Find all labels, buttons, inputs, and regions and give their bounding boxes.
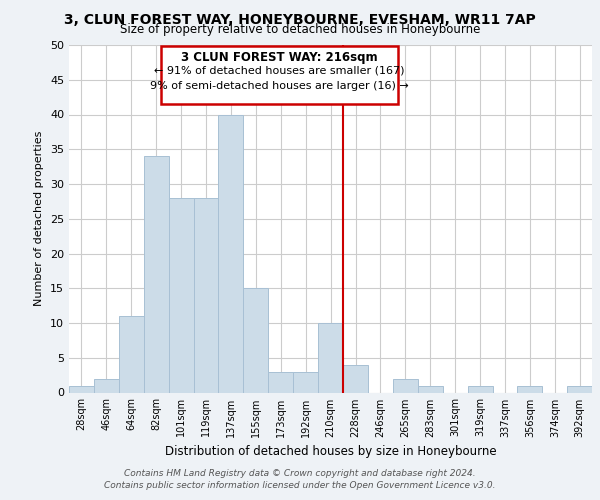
Bar <box>94 378 119 392</box>
Y-axis label: Number of detached properties: Number of detached properties <box>34 131 44 306</box>
FancyBboxPatch shape <box>161 46 398 104</box>
Text: 9% of semi-detached houses are larger (16) →: 9% of semi-detached houses are larger (1… <box>150 81 409 91</box>
Bar <box>418 386 443 392</box>
Bar <box>517 386 542 392</box>
Text: ← 91% of detached houses are smaller (167): ← 91% of detached houses are smaller (16… <box>154 66 405 76</box>
Bar <box>268 372 293 392</box>
Bar <box>169 198 194 392</box>
Bar <box>293 372 318 392</box>
Text: Contains public sector information licensed under the Open Government Licence v3: Contains public sector information licen… <box>104 481 496 490</box>
Text: 3, CLUN FOREST WAY, HONEYBOURNE, EVESHAM, WR11 7AP: 3, CLUN FOREST WAY, HONEYBOURNE, EVESHAM… <box>64 12 536 26</box>
Bar <box>467 386 493 392</box>
Text: Contains HM Land Registry data © Crown copyright and database right 2024.: Contains HM Land Registry data © Crown c… <box>124 468 476 477</box>
Bar <box>194 198 218 392</box>
Bar <box>244 288 268 393</box>
Text: Size of property relative to detached houses in Honeybourne: Size of property relative to detached ho… <box>120 24 480 36</box>
Bar <box>119 316 144 392</box>
Text: 3 CLUN FOREST WAY: 216sqm: 3 CLUN FOREST WAY: 216sqm <box>181 50 378 64</box>
Bar <box>69 386 94 392</box>
Bar <box>318 323 343 392</box>
Bar <box>393 378 418 392</box>
Bar <box>567 386 592 392</box>
Bar <box>144 156 169 392</box>
Bar <box>343 364 368 392</box>
Bar <box>218 114 244 392</box>
X-axis label: Distribution of detached houses by size in Honeybourne: Distribution of detached houses by size … <box>165 445 496 458</box>
